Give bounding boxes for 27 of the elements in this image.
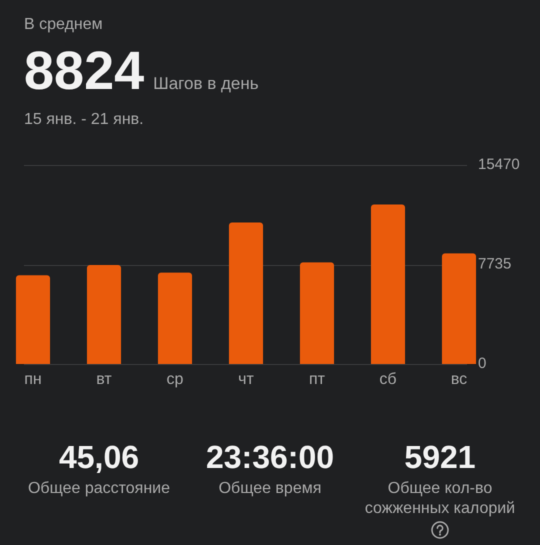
text: 45,06	[58, 438, 140, 476]
x-tick-label: пт	[309, 371, 326, 388]
text: Общее кол-во сожженных калорий	[364, 479, 516, 519]
x-tick-label: вс	[450, 371, 468, 388]
x-tick-label: вт	[96, 371, 112, 388]
text: Шагов в день	[153, 74, 259, 94]
x-tick-label: сб	[379, 371, 397, 388]
bar	[158, 272, 192, 364]
bar	[86, 264, 122, 364]
bar	[228, 222, 264, 364]
y-tick-label: 0	[478, 355, 486, 372]
chart-title: В среднем	[24, 15, 103, 35]
text: Общее расстояние	[26, 479, 171, 499]
y-tick-label: 15470	[478, 156, 520, 174]
bar	[16, 275, 50, 364]
text: 8824	[24, 40, 144, 102]
x-tick-label: пн	[24, 371, 42, 388]
text: 5921	[403, 438, 477, 476]
x-tick-label: ср	[166, 371, 184, 388]
y-tick-label: 7735	[478, 256, 512, 273]
text: Общее время	[218, 479, 322, 499]
bar	[370, 204, 406, 364]
chart-subtitle: 15 янв. - 21 янв.	[24, 110, 144, 130]
text: 23:36:00	[204, 438, 336, 476]
bar	[442, 253, 476, 364]
bar	[300, 262, 334, 364]
x-tick-label: чт	[238, 371, 254, 388]
